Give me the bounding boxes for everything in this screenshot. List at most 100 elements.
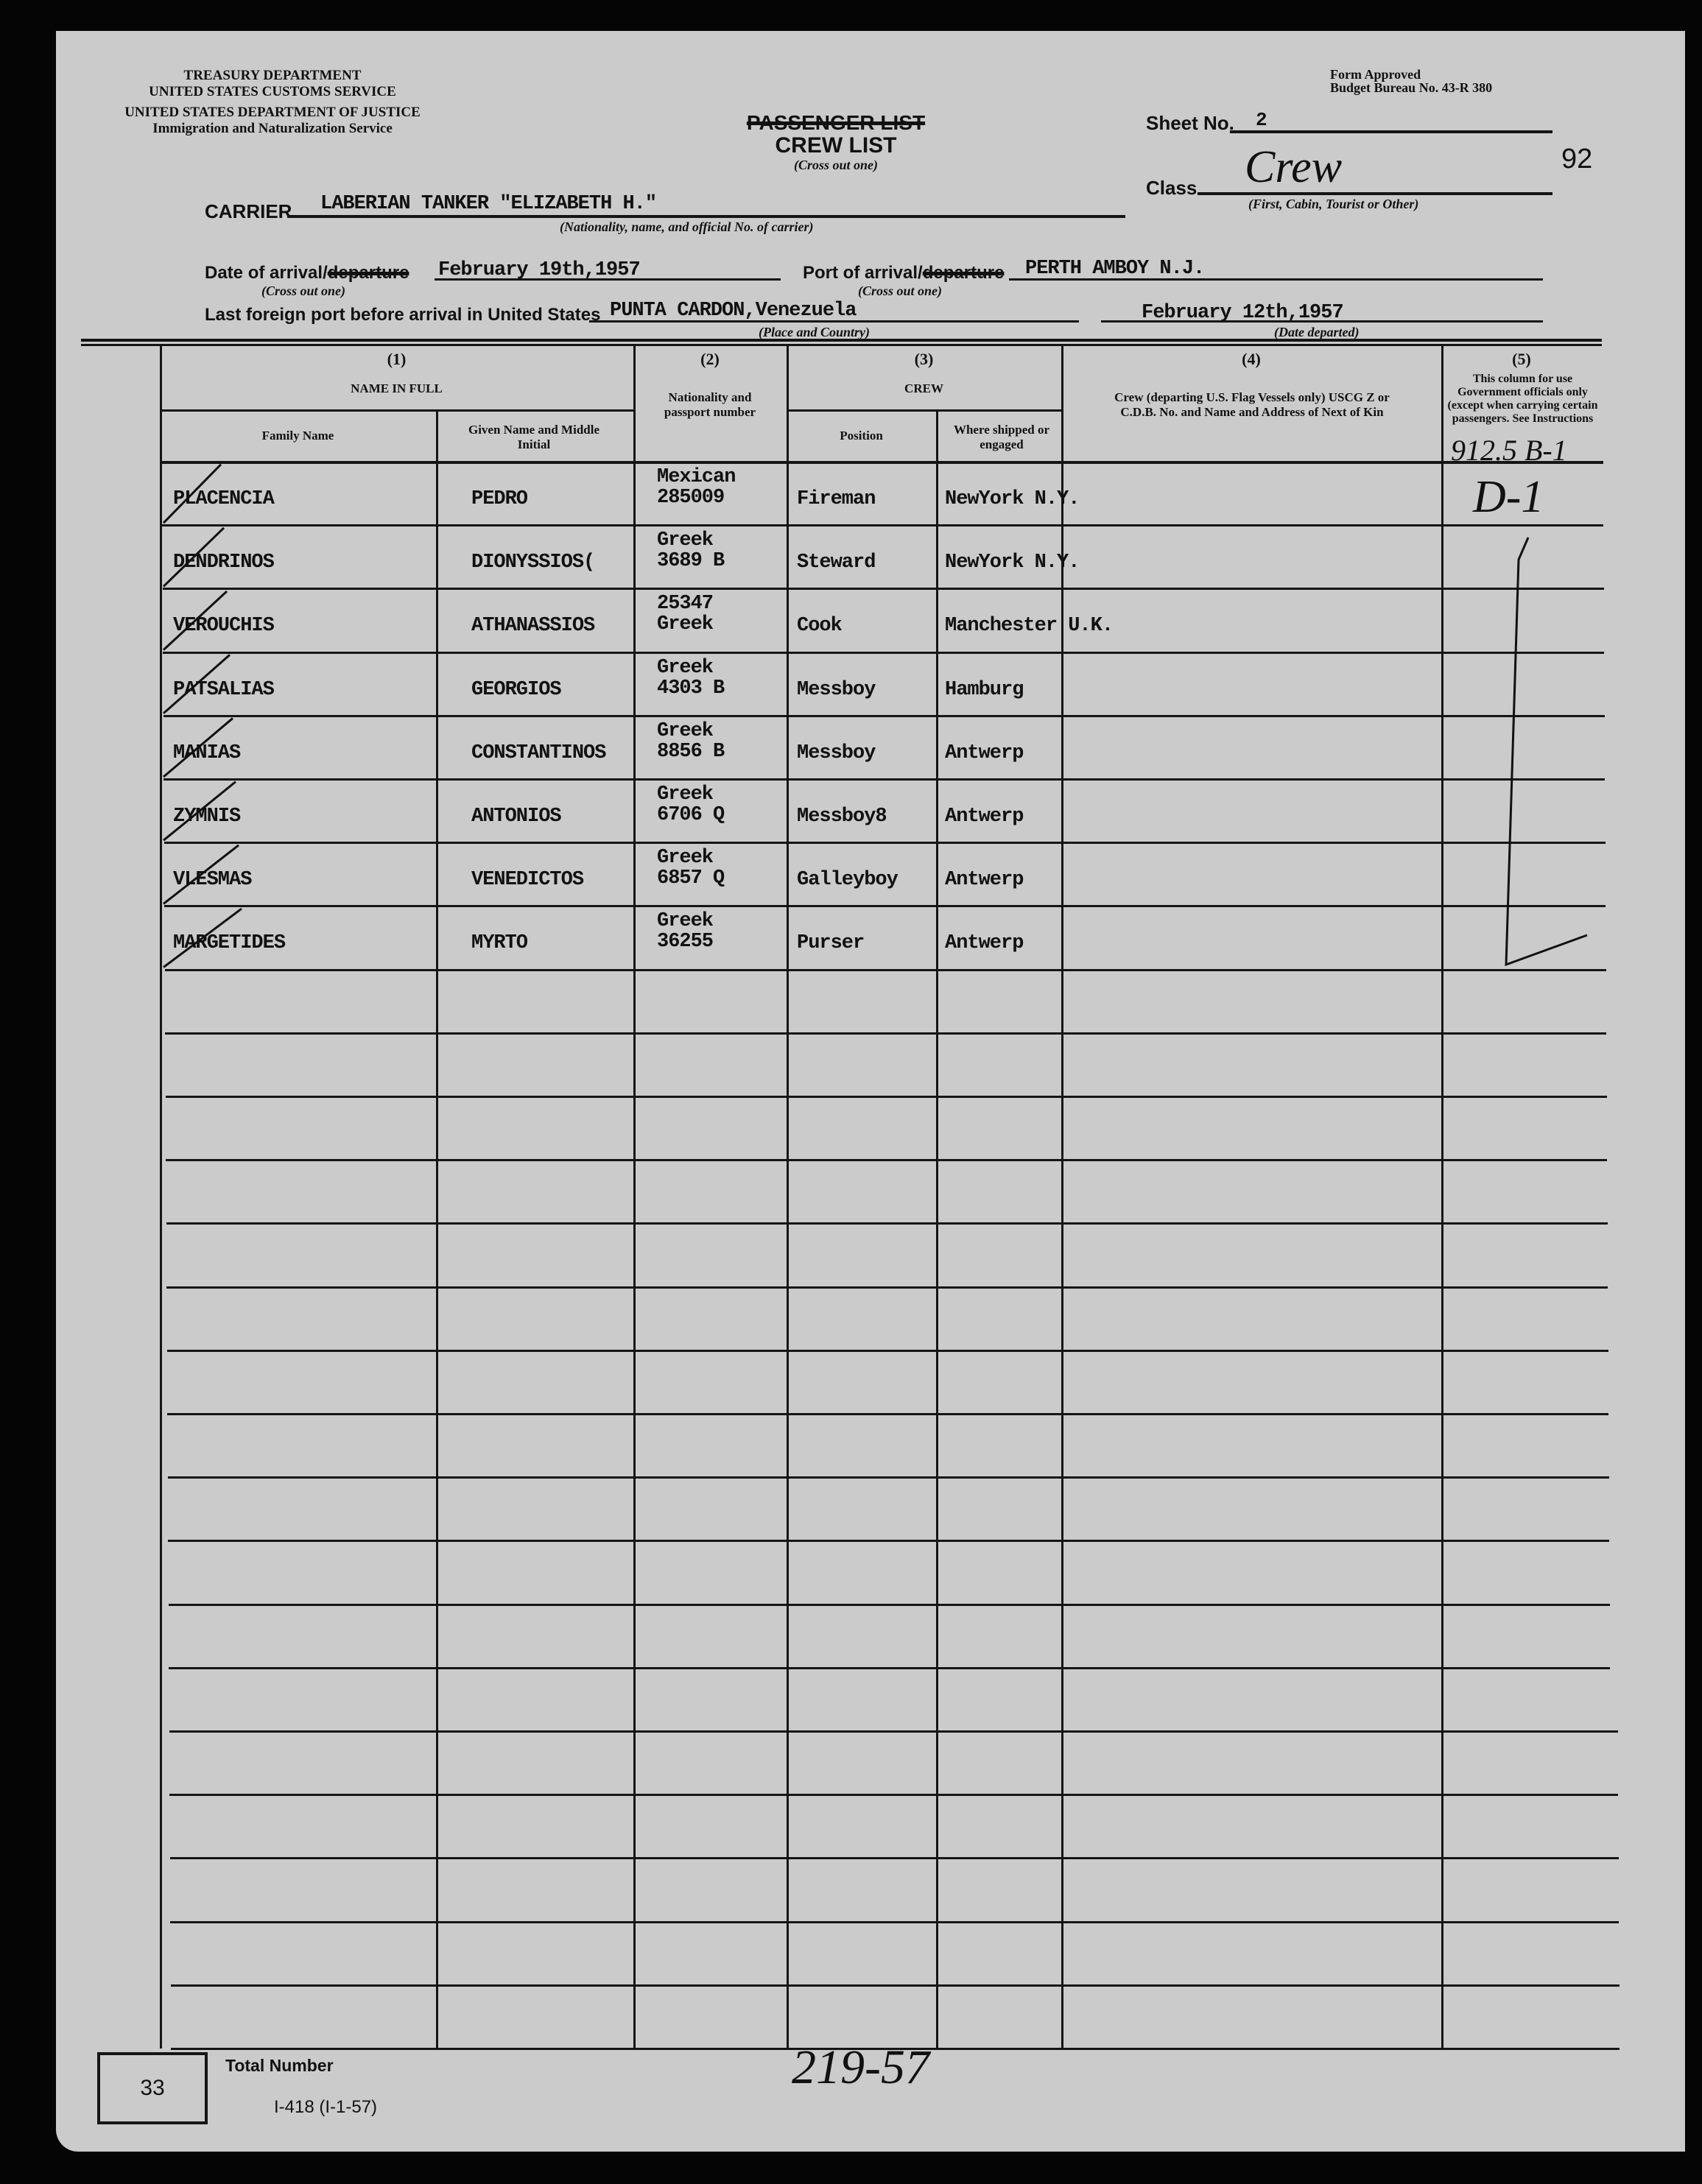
where-shipped-header: Where shipped or engaged bbox=[953, 423, 1050, 451]
arrival-date-value: February 19th,1957 bbox=[438, 259, 641, 281]
subheader-rule bbox=[787, 409, 1061, 412]
double-rule-top bbox=[81, 339, 1602, 342]
row-rule bbox=[169, 1857, 1619, 1859]
col4-number: (4) bbox=[1242, 350, 1261, 368]
row-rule bbox=[166, 1286, 1608, 1289]
sheet-label: Sheet No. bbox=[1146, 112, 1234, 134]
cell-position: Messboy8 bbox=[797, 806, 887, 828]
carrier-label: CARRIER bbox=[205, 200, 292, 222]
title-hint: (Cross out one) bbox=[793, 158, 879, 172]
cell-shipped: Antwerp bbox=[945, 806, 1024, 828]
cell-position: Steward bbox=[797, 552, 876, 574]
row-rule bbox=[168, 1604, 1610, 1606]
col3-title: CREW bbox=[904, 381, 943, 395]
check-mark bbox=[163, 907, 242, 968]
row-rule bbox=[164, 905, 1606, 907]
form-approved-text: Form Approved bbox=[1330, 67, 1421, 82]
col5-title: This column for use Government officials… bbox=[1447, 373, 1598, 425]
agency-line: UNITED STATES DEPARTMENT OF JUSTICE bbox=[124, 105, 421, 120]
check-mark bbox=[162, 526, 225, 588]
row-rule bbox=[167, 1476, 1609, 1479]
check-mark bbox=[163, 717, 233, 778]
class-label: Class bbox=[1146, 177, 1198, 199]
col1-title: NAME IN FULL bbox=[351, 381, 443, 395]
col-divider bbox=[1441, 346, 1443, 2049]
row-rule bbox=[168, 1540, 1609, 1542]
col2-title: Nationality and passport number bbox=[664, 390, 756, 419]
cell-nationality-passport: 8856 B bbox=[657, 741, 725, 763]
table-left-border bbox=[160, 346, 162, 2049]
cell-family: DENDRINOS bbox=[173, 552, 275, 574]
col-divider bbox=[936, 411, 938, 2049]
page-number: 92 bbox=[1561, 144, 1593, 175]
cell-given: PEDRO bbox=[471, 488, 528, 510]
handwritten-number: 219-57 bbox=[792, 2040, 929, 2094]
cell-nationality-passport: Greek bbox=[657, 529, 714, 552]
cell-given: GEORGIOS bbox=[471, 679, 562, 701]
cell-nationality-passport: 285009 bbox=[657, 487, 725, 509]
row-rule bbox=[163, 652, 1604, 654]
total-number-label: Total Number bbox=[225, 2056, 334, 2075]
cell-given: ANTONIOS bbox=[471, 806, 562, 828]
last-port-underline bbox=[589, 320, 1079, 323]
check-mark bbox=[163, 781, 236, 842]
row-rule bbox=[166, 1222, 1608, 1225]
budget-bureau-text: Budget Bureau No. 43-R 380 bbox=[1330, 80, 1493, 95]
row-rule bbox=[162, 588, 1604, 590]
date-struck-text: departure bbox=[327, 263, 409, 283]
given-name-header: Given Name and Middle Initial bbox=[468, 423, 600, 451]
cell-given: CONSTANTINOS bbox=[471, 742, 606, 764]
check-mark bbox=[163, 654, 231, 714]
cell-nationality-passport: 4303 B bbox=[657, 677, 725, 700]
col5-annotation: 912.5 B-1 bbox=[1451, 434, 1567, 467]
row-rule bbox=[167, 1413, 1608, 1415]
agency-line: UNITED STATES CUSTOMS SERVICE bbox=[149, 84, 396, 99]
agency-line: Immigration and Naturalization Service bbox=[152, 121, 393, 136]
cell-shipped: Antwerp bbox=[945, 742, 1024, 764]
row-rule bbox=[164, 969, 1606, 971]
row-rule bbox=[163, 778, 1605, 781]
date-cross-hint: (Cross out one) bbox=[261, 283, 346, 298]
passenger-list-struck: PASSENGER LIST bbox=[746, 111, 926, 134]
col-divider bbox=[633, 346, 636, 2049]
port-underline bbox=[1009, 278, 1543, 281]
cell-shipped: Antwerp bbox=[945, 932, 1024, 954]
row-rule bbox=[166, 1159, 1607, 1161]
class-underline bbox=[1198, 192, 1552, 195]
cell-shipped: Manchester U.K. bbox=[945, 615, 1114, 637]
cell-nationality-passport: Greek bbox=[657, 657, 714, 679]
cell-position: Purser bbox=[797, 932, 865, 954]
row-rule bbox=[163, 715, 1605, 717]
date-underline bbox=[435, 278, 781, 281]
cell-position: Messboy bbox=[797, 742, 876, 764]
port-value: PERTH AMBOY N.J. bbox=[1025, 258, 1205, 280]
cell-nationality-passport: Greek bbox=[657, 847, 714, 869]
cell-nationality-passport: Greek bbox=[657, 783, 714, 806]
cell-family: MARGETIDES bbox=[173, 932, 286, 954]
row-rule bbox=[171, 2048, 1620, 2050]
cell-shipped: NewYork N.Y. bbox=[945, 552, 1080, 574]
cell-given: DIONYSSIOS( bbox=[471, 552, 595, 574]
sheet-value: 2 bbox=[1256, 109, 1267, 131]
col5-initials: D-1 bbox=[1473, 472, 1544, 522]
row-rule bbox=[166, 1350, 1608, 1352]
port-struck-text: departure bbox=[922, 263, 1005, 283]
page-title: CREW LIST bbox=[775, 133, 897, 158]
cell-nationality-passport: 3689 B bbox=[657, 550, 725, 572]
cell-shipped: Antwerp bbox=[945, 869, 1024, 891]
carrier-underline bbox=[287, 215, 1125, 218]
total-number-value: 33 bbox=[140, 2076, 165, 2100]
total-number-box: 33 bbox=[97, 2052, 208, 2124]
form-approval: Form Approved Budget Bureau No. 43-R 380 bbox=[1330, 68, 1492, 94]
cell-nationality-passport: 36255 bbox=[657, 931, 714, 953]
row-rule bbox=[169, 1667, 1610, 1669]
col2-number: (2) bbox=[700, 350, 720, 368]
col-divider bbox=[436, 411, 438, 2049]
check-mark bbox=[162, 590, 228, 651]
document-page bbox=[56, 31, 1685, 2152]
cell-nationality-passport: 6857 Q bbox=[657, 867, 725, 890]
cell-position: Fireman bbox=[797, 488, 876, 510]
port-label: Port of arrival/departure bbox=[803, 263, 1004, 283]
last-port-label: Last foreign port before arrival in Unit… bbox=[205, 305, 601, 325]
